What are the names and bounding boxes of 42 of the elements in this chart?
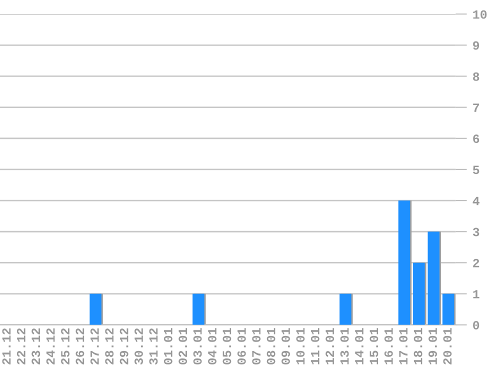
x-tick-label: 14.01 [354, 328, 364, 364]
y-tick-label: 4 [472, 196, 480, 206]
x-tick-label: 29.12 [120, 328, 128, 364]
y-tick-label: 2 [473, 258, 480, 268]
x-tick-label: 18.01 [414, 328, 422, 364]
x-tick-label: 21.12 [2, 328, 11, 364]
x-tick-label: 15.01 [370, 328, 378, 364]
x-tick-label: 22.12 [16, 328, 26, 364]
x-tick-label: 26.12 [76, 328, 84, 364]
x-tick-label: 31.12 [149, 328, 158, 365]
y-tick-label: 1 [473, 290, 480, 298]
x-tick-label: 11.01 [310, 328, 320, 364]
x-tick-label: 10.01 [296, 328, 305, 364]
x-tick-label: 02.01 [178, 328, 188, 364]
y-tick-label: 5 [472, 166, 480, 174]
y-tick-label: 9 [473, 41, 480, 50]
x-tick-label: 19.01 [428, 328, 437, 364]
x-tick-label: 17.01 [399, 328, 408, 364]
x-tick-label: 23.12 [32, 328, 40, 364]
x-tick-label: 09.01 [282, 328, 290, 364]
y-tick-label: 0 [473, 321, 480, 330]
y-tick-label: 7 [473, 104, 480, 112]
x-tick-label: 01.01 [164, 328, 172, 364]
y-tick-label: 3 [472, 228, 480, 236]
y-tick-label: 6 [473, 134, 480, 144]
x-tick-label: 07.01 [252, 328, 261, 364]
x-tick-label: 06.01 [237, 328, 246, 364]
x-tick-label: 28.12 [105, 328, 114, 364]
y-tick-label: 10 [473, 10, 487, 19]
x-tick-label: 27.12 [90, 328, 99, 364]
x-tick-label: 20.01 [443, 328, 452, 364]
y-tick-label: 8 [473, 72, 480, 81]
x-tick-label: 03.01 [193, 328, 202, 364]
x-tick-label: 13.01 [340, 328, 349, 364]
x-tick-label: 08.01 [266, 328, 276, 364]
x-tick-label: 05.01 [222, 328, 232, 364]
x-tick-label: 16.01 [384, 328, 393, 364]
x-tick-label: 04.01 [208, 328, 216, 364]
x-tick-label: 25.12 [61, 328, 70, 364]
x-tick-label: 30.12 [134, 328, 144, 365]
x-tick-label: 24.12 [46, 328, 55, 364]
x-tick-label: 12.01 [326, 328, 334, 364]
